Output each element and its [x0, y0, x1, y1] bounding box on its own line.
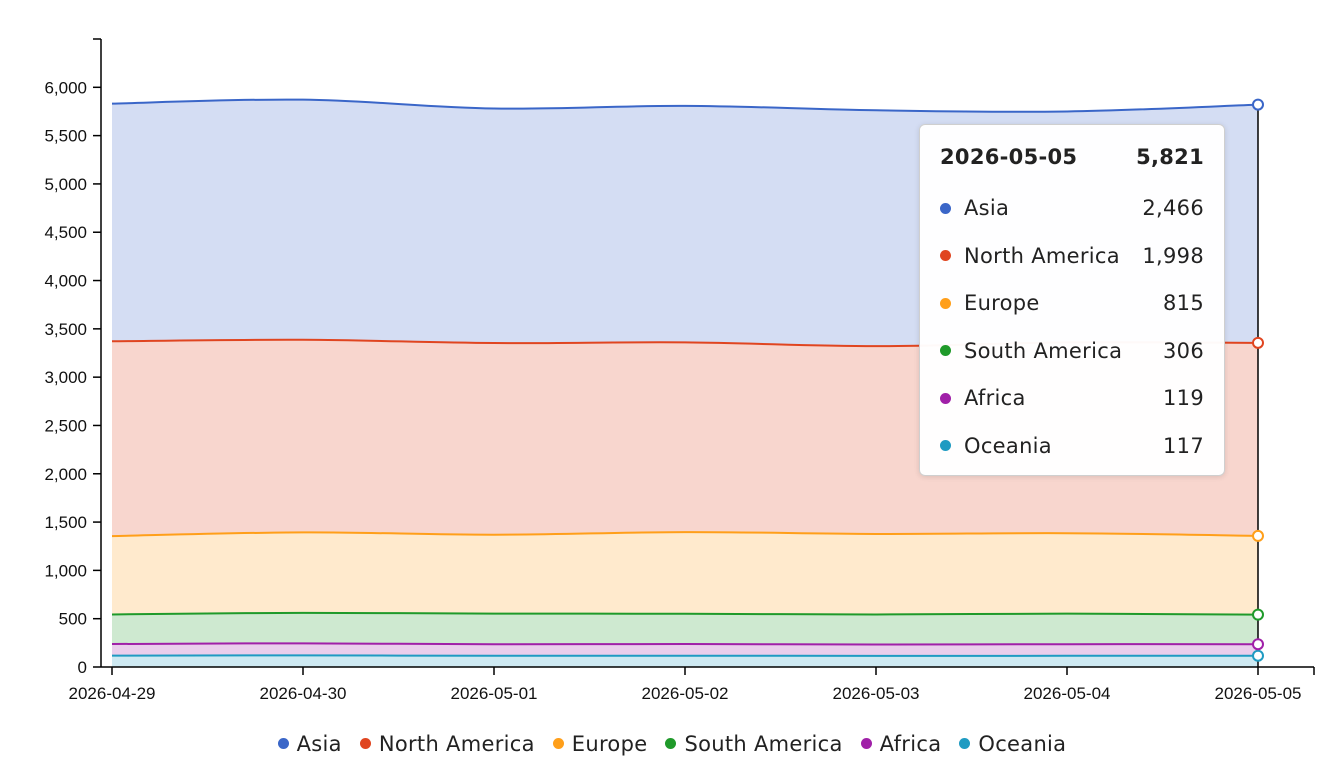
- tooltip-series-value: 2,466: [1142, 196, 1204, 220]
- legend-item-south-america[interactable]: South America: [665, 732, 842, 756]
- tooltip-series-name: North America: [964, 243, 1120, 268]
- tooltip-dot-icon: [940, 250, 951, 262]
- hover-marker-europe: [1252, 529, 1264, 542]
- hover-marker-asia: [1252, 98, 1264, 111]
- tooltip-total: 5,821: [1136, 145, 1204, 169]
- line-asia: [111, 98, 1259, 113]
- x-tick-label: 2026-05-03: [833, 684, 920, 703]
- tooltip-dot-icon: [940, 345, 951, 357]
- legend-label: Europe: [571, 731, 648, 756]
- legend-dot-icon: [277, 738, 289, 749]
- area-africa: [112, 643, 1258, 656]
- legend-label: Africa: [879, 731, 942, 756]
- y-tick-label: 2,500: [44, 416, 87, 435]
- y-tick-label: 4,500: [44, 223, 87, 242]
- y-tick-label: 3,000: [44, 368, 87, 387]
- legend-item-oceania[interactable]: Oceania: [959, 732, 1066, 756]
- hover-tooltip: 2026-05-05 5,821 Asia 2,466 North America 1…: [919, 124, 1225, 476]
- x-tick-label: 2026-04-29: [69, 684, 156, 703]
- legend-label: South America: [684, 731, 843, 756]
- y-tick-label: 5,000: [44, 175, 87, 194]
- hover-marker-north-america: [1252, 336, 1264, 349]
- tooltip-header: 2026-05-05 5,821: [940, 145, 1204, 175]
- tooltip-series-value: 1,998: [1142, 243, 1204, 268]
- y-tick-label: 4,000: [44, 272, 87, 291]
- tooltip-series-value: 306: [1163, 338, 1204, 363]
- tooltip-series-name: Oceania: [964, 433, 1052, 458]
- x-tick-label: 2026-05-01: [451, 684, 538, 703]
- tooltip-series-value: 815: [1163, 291, 1204, 316]
- tooltip-series-name: Europe: [964, 291, 1040, 316]
- x-tick-label: 2026-05-04: [1024, 684, 1111, 703]
- y-tick-label: 2,000: [44, 465, 87, 484]
- tooltip-rows: Asia 2,466 North America 1,998 Europe 815 Sout…: [940, 193, 1204, 461]
- y-tick-label: 0: [78, 658, 87, 677]
- hover-marker-south-america: [1252, 608, 1264, 621]
- legend-item-north-america[interactable]: North America: [359, 731, 535, 756]
- y-tick-label: 3,500: [44, 320, 87, 339]
- y-tick-label: 6,000: [44, 78, 87, 97]
- legend-dot-icon: [959, 738, 971, 749]
- legend-label: Asia: [296, 731, 342, 756]
- tooltip-series-value: 119: [1163, 386, 1204, 411]
- tooltip-series-name: South America: [964, 338, 1123, 363]
- y-tick-label: 1,500: [44, 513, 87, 532]
- hover-marker-oceania: [1252, 649, 1264, 662]
- tooltip-dot-icon: [940, 440, 951, 452]
- legend-label: North America: [378, 731, 535, 756]
- legend: Asia North America Europe South America Afri…: [0, 730, 1344, 756]
- area-europe: [112, 532, 1258, 615]
- tooltip-series-name: Asia: [964, 196, 1010, 220]
- legend-item-europe[interactable]: Europe: [552, 731, 648, 756]
- tooltip-date: 2026-05-05: [940, 145, 1078, 169]
- tooltip-row-africa: Africa 119: [940, 383, 1204, 413]
- legend-item-asia[interactable]: Asia: [277, 731, 342, 756]
- tooltip-row-north-america: North America 1,998: [940, 241, 1204, 271]
- x-tick-label: 2026-04-30: [260, 684, 347, 703]
- area-south-america: [112, 612, 1258, 645]
- tooltip-series-name: Africa: [964, 386, 1026, 411]
- legend-label: Oceania: [978, 731, 1067, 756]
- line-europe: [111, 531, 1259, 538]
- tooltip-dot-icon: [940, 392, 951, 404]
- tooltip-series-value: 117: [1163, 433, 1204, 458]
- legend-dot-icon: [552, 738, 564, 749]
- hover-marker-africa: [1252, 638, 1264, 651]
- tooltip-dot-icon: [940, 297, 951, 309]
- tooltip-row-asia: Asia 2,466: [940, 193, 1204, 223]
- area-oceania: [112, 655, 1258, 667]
- x-tick-label: 2026-05-05: [1215, 684, 1302, 703]
- legend-item-africa[interactable]: Africa: [860, 731, 942, 756]
- legend-dot-icon: [665, 738, 677, 749]
- line-south-america: [111, 611, 1259, 616]
- tooltip-row-oceania: Oceania 117: [940, 431, 1204, 461]
- tooltip-dot-icon: [940, 202, 951, 214]
- y-tick-label: 5,500: [44, 127, 87, 146]
- x-tick-label: 2026-05-02: [642, 684, 729, 703]
- line-africa: [111, 642, 1259, 646]
- y-tick-label: 1,000: [44, 561, 87, 580]
- tooltip-row-europe: Europe 815: [940, 288, 1204, 318]
- legend-dot-icon: [860, 738, 872, 749]
- tooltip-row-south-america: South America 306: [940, 336, 1204, 366]
- legend-dot-icon: [359, 738, 371, 749]
- y-tick-label: 500: [59, 610, 87, 629]
